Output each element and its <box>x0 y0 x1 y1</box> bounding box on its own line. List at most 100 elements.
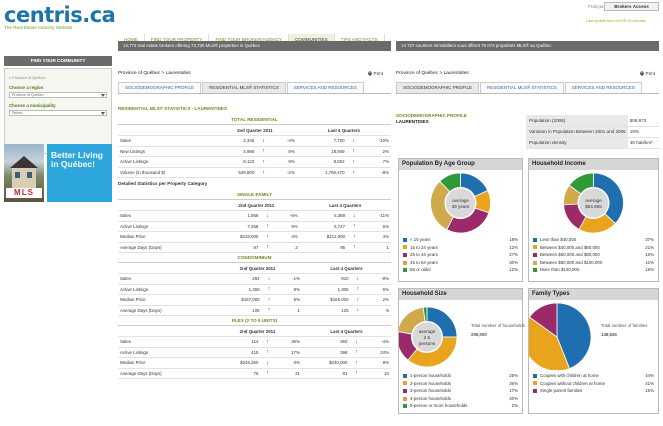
legend-swatch <box>403 373 407 378</box>
stats-tables: TOTAL RESIDENTIAL 2nd Quarter 2011 Last 4 … <box>118 115 391 379</box>
nav-item-1[interactable]: FIND YOUR PROPERTY <box>145 34 210 45</box>
legend-label: 25 to 44 years <box>410 252 438 258</box>
row-value: 1,306 <box>301 284 351 295</box>
up-arrow-icon: ↑ <box>256 156 271 168</box>
table-row: Median Price $219,000 ↑ 4% $212,000 ↑ 4% <box>118 231 391 243</box>
pie-slice <box>439 172 461 193</box>
nav-item-3[interactable]: COMMUNITIES <box>288 34 335 45</box>
language-link[interactable]: Français <box>588 4 606 9</box>
stats-panel: Province of Québec > Laurentides 🖶 Print… <box>118 70 391 379</box>
profile-panel: Province of Québec > Laurentides 🖶 Print… <box>396 70 659 94</box>
row-change: 8% <box>276 284 302 295</box>
col-quarter: 2nd Quarter 2011 <box>213 200 300 211</box>
row-value: 81 <box>301 368 350 379</box>
row-value: $212,000 <box>299 231 348 243</box>
center-label: 2.5 <box>424 335 431 340</box>
summary-row: Population (2006) 508,873 <box>526 115 659 127</box>
row-value: 2,345 <box>213 135 257 147</box>
total-text: Total number of families <box>601 323 648 328</box>
income-chart-card: Household Income average $64,686 Less than … <box>528 158 659 282</box>
up-arrow-icon: ↑ <box>349 368 364 379</box>
nav-item-0[interactable]: HOME <box>118 34 145 45</box>
tab-0[interactable]: SOCIODEMOGRAPHIC PROFILE <box>396 82 480 93</box>
row-value: 398 <box>301 347 350 358</box>
legend-item: Between $40,000 and $60,000 21% <box>533 244 654 252</box>
legend-item: 1-person households 25% <box>403 372 518 380</box>
region-select[interactable]: Province of Québec <box>9 92 107 98</box>
row-value: 97 <box>213 242 261 253</box>
tab-2[interactable]: SERVICES AND RESOURCES <box>564 82 642 93</box>
row-label: Average Days (Days) <box>118 368 213 379</box>
row-change: 9% <box>274 221 300 232</box>
cell-empty <box>118 263 213 274</box>
down-arrow-icon: ↓ <box>350 305 366 316</box>
summary-value: 10% <box>627 126 659 138</box>
nav-item-2[interactable]: FIND YOUR BROKER/AGENCY <box>209 34 289 45</box>
legend-item: 5-person or more households 2% <box>403 402 518 410</box>
up-arrow-icon: ↑ <box>260 231 275 243</box>
legend-value: 37% <box>645 237 654 242</box>
tab-0[interactable]: SOCIODEMOGRAPHIC PROFILE <box>118 82 202 93</box>
row-value: 264 <box>213 273 262 285</box>
stats-table: 2nd Quarter 2011 Last 4 Quarters Sales 1,95… <box>118 200 391 253</box>
legend-value: 25% <box>509 373 518 378</box>
up-arrow-icon: ↑ <box>260 221 275 232</box>
print-button[interactable]: 🖶 Print <box>367 71 383 76</box>
legend-label: More than $100,000 <box>540 267 580 273</box>
nav-item-4[interactable]: TIPS AND FACTS <box>335 34 385 45</box>
legend-label: 5-person or more households <box>410 403 468 409</box>
ad-banner[interactable]: Better Living in Québec! <box>47 144 112 202</box>
col-last4: Last 4 Quarters <box>301 263 391 274</box>
profile-heading: SOCIODEMOGRAPHIC PROFILE <box>396 113 467 118</box>
age-chart-card: Population By Age Group average 39 years < … <box>398 158 523 282</box>
print-button[interactable]: 🖶 Print <box>639 71 655 76</box>
row-change: 8% <box>363 357 391 369</box>
tab-2[interactable]: SERVICES AND RESOURCES <box>286 82 364 93</box>
table-row: Sales 1,956 ↓ -6% 6,388 ↓ -11% <box>118 210 391 222</box>
tab-1[interactable]: RESIDENTIAL MLS® STATISTICS <box>202 82 286 93</box>
down-arrow-icon: ↓ <box>260 357 275 369</box>
logo[interactable]: centris.ca The Real Estate Industry Webs… <box>4 3 116 30</box>
legend-label: Couples without children at home <box>540 380 605 386</box>
chart-legend: Less than $40,000 37% Between $40,000 and … <box>529 236 658 274</box>
breadcrumb: Province of Québec > Laurentides <box>118 71 191 76</box>
row-change: -2% <box>270 167 297 178</box>
legend-label: 15 to 24 years <box>410 244 438 250</box>
chart-title: Population By Age Group <box>399 159 522 170</box>
header-row: 2nd Quarter 2011 Last 4 Quarters <box>118 326 391 337</box>
legend-swatch <box>403 253 407 258</box>
table-row: Volume (in thousand $) 549,800 ↓ -2% 1,766,4… <box>118 167 391 178</box>
legend-value: 30% <box>509 259 518 265</box>
row-value: $240,000 <box>301 357 350 369</box>
col-last4: Last 4 Quarters <box>301 326 391 337</box>
col-last4: Last 4 Quarters <box>296 125 391 136</box>
legend-swatch <box>403 268 407 273</box>
table-row: Average Days (Days) 97 ↑ 2 95 ↑ 1 <box>118 242 391 253</box>
brokers-access-button[interactable]: Brokers Access <box>604 2 659 11</box>
section-title: TOTAL RESIDENTIAL <box>118 115 391 125</box>
legend-item: Less than $40,000 37% <box>533 236 654 244</box>
legend-item: Between $60,000 and $80,000 16% <box>533 251 654 259</box>
row-label: Sales <box>118 336 213 348</box>
up-arrow-icon: ↑ <box>260 336 275 348</box>
row-value: 4,986 <box>213 146 257 157</box>
row-change: 17% <box>274 347 302 358</box>
tab-1[interactable]: RESIDENTIAL MLS® STATISTICS <box>480 82 564 93</box>
municipality-select[interactable]: Select... <box>9 110 107 116</box>
row-label: New Listings <box>118 146 213 157</box>
row-value: 106 <box>213 305 262 316</box>
col-quarter: 2nd Quarter 2011 <box>213 263 302 274</box>
cell-empty <box>118 200 213 211</box>
header-row: 2nd Quarter 2011 Last 4 Quarters <box>118 263 391 274</box>
legend-item: < 15 years 18% <box>403 236 518 244</box>
pie-slice <box>528 302 558 338</box>
row-value: 8,502 <box>296 156 347 168</box>
legend-value: 41% <box>645 380 654 386</box>
legend-label: 3-person households <box>410 388 452 394</box>
banner-fr: 14 727 courtiers immobiliers vous offren… <box>396 41 659 51</box>
row-label: Average Days (Days) <box>118 242 213 253</box>
row-value: 7,268 <box>213 221 261 232</box>
cell-empty <box>118 125 213 136</box>
section-title: PLEX (2 TO 5 UNITS) <box>118 316 391 326</box>
sidebar-crumb[interactable]: » Province of Québec <box>9 76 46 80</box>
